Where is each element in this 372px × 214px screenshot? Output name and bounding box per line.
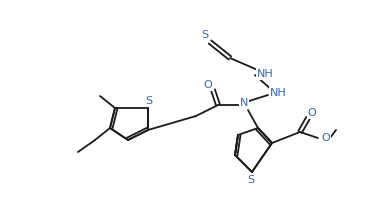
Text: S: S	[145, 96, 153, 106]
Text: S: S	[247, 175, 254, 185]
Text: O: O	[308, 108, 316, 118]
Text: N: N	[240, 98, 248, 108]
Text: O: O	[203, 80, 212, 90]
Text: O: O	[322, 133, 330, 143]
Text: NH: NH	[257, 69, 273, 79]
Text: NH: NH	[270, 88, 286, 98]
Text: S: S	[201, 30, 209, 40]
